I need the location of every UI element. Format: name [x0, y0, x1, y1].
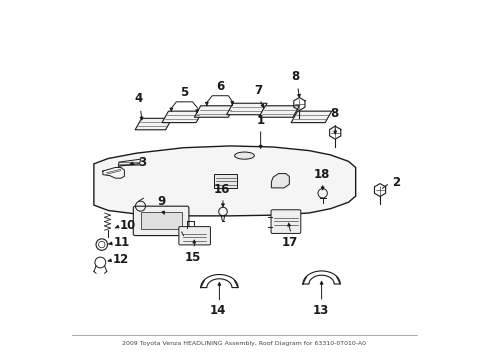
Text: 7: 7 — [254, 84, 262, 97]
Text: 9: 9 — [157, 195, 165, 208]
FancyBboxPatch shape — [140, 212, 182, 229]
Text: 4: 4 — [134, 93, 142, 105]
Polygon shape — [226, 103, 266, 115]
Text: 11: 11 — [113, 236, 130, 249]
Text: 6: 6 — [216, 80, 224, 93]
Text: 12: 12 — [113, 253, 129, 266]
Text: 13: 13 — [312, 304, 328, 317]
FancyBboxPatch shape — [179, 226, 210, 245]
Text: 8: 8 — [291, 70, 299, 83]
Polygon shape — [194, 106, 234, 117]
Text: 8: 8 — [329, 107, 338, 120]
FancyBboxPatch shape — [270, 210, 300, 233]
Text: 3: 3 — [138, 156, 146, 169]
Text: 18: 18 — [313, 168, 329, 181]
Text: 2: 2 — [391, 176, 400, 189]
Text: 10: 10 — [120, 219, 136, 232]
Polygon shape — [162, 111, 202, 123]
Polygon shape — [94, 146, 355, 216]
Polygon shape — [271, 174, 289, 188]
FancyBboxPatch shape — [214, 174, 237, 188]
Text: 1: 1 — [256, 114, 264, 127]
Polygon shape — [118, 159, 140, 166]
Text: 14: 14 — [210, 305, 226, 318]
Text: 2009 Toyota Venza HEADLINING Assembly, Roof Diagram for 63310-0T010-A0: 2009 Toyota Venza HEADLINING Assembly, R… — [122, 341, 366, 346]
Text: 5: 5 — [180, 86, 188, 99]
Polygon shape — [135, 118, 172, 130]
Text: 15: 15 — [184, 251, 201, 264]
Polygon shape — [258, 106, 299, 117]
Text: 16: 16 — [213, 183, 230, 196]
Polygon shape — [290, 111, 331, 123]
FancyBboxPatch shape — [133, 206, 188, 235]
Text: 17: 17 — [282, 235, 298, 249]
Ellipse shape — [234, 152, 254, 159]
